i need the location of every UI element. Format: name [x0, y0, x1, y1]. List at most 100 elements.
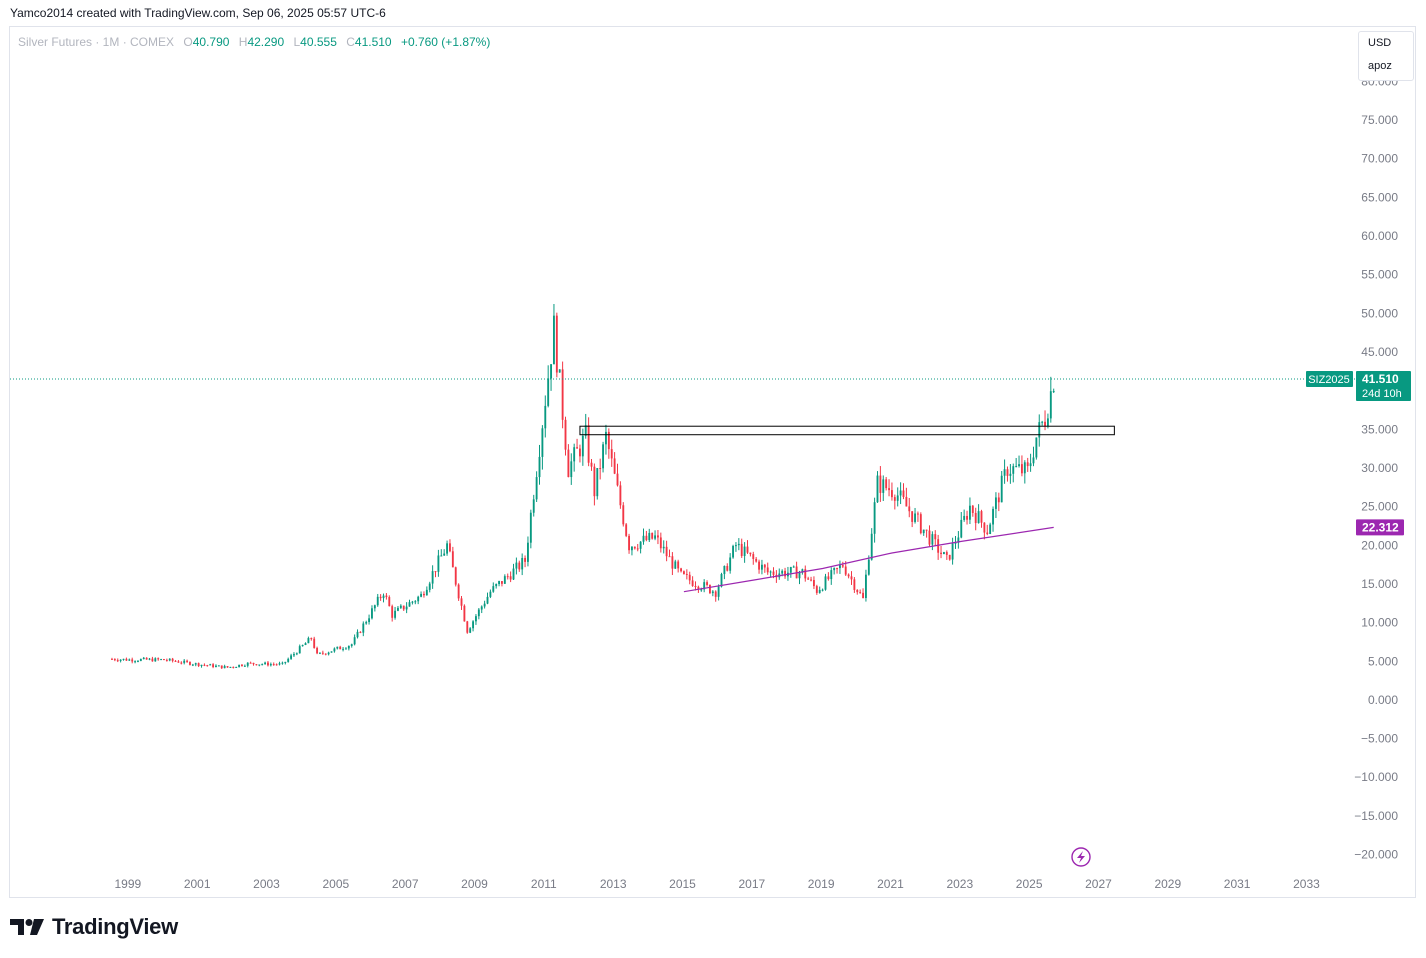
- candle-body: [293, 654, 295, 656]
- candle-body: [209, 664, 212, 666]
- candle-body: [272, 664, 275, 666]
- candle-body: [532, 499, 535, 513]
- candle-body: [818, 589, 821, 593]
- x-tick-label: 2029: [1154, 877, 1181, 891]
- candle-body: [174, 660, 177, 662]
- candle-body: [723, 565, 726, 575]
- candle-body: [937, 539, 940, 553]
- candle-body: [206, 665, 209, 667]
- y-tick-label: 30.000: [1361, 461, 1398, 475]
- y-tick-label: 10.000: [1361, 616, 1398, 630]
- candle-body: [657, 535, 659, 538]
- currency-label[interactable]: USD: [1368, 37, 1392, 49]
- candle-body: [333, 648, 336, 652]
- candle-body: [454, 567, 457, 585]
- candle-body: [1026, 462, 1029, 467]
- candle-body: [183, 660, 186, 663]
- candle-body: [189, 661, 191, 665]
- candle-body: [261, 664, 264, 666]
- candle-body: [319, 652, 321, 654]
- unit-label[interactable]: apoz: [1368, 60, 1392, 72]
- candle-body: [518, 562, 521, 570]
- candle-body: [579, 448, 581, 457]
- candle-body: [359, 631, 362, 633]
- candle-body: [844, 566, 847, 575]
- attribution-text: Yamco2014 created with TradingView.com, …: [10, 6, 386, 20]
- candle-body: [443, 553, 446, 556]
- candle-body: [203, 664, 206, 666]
- candle-body: [466, 621, 469, 633]
- candle-body: [789, 567, 792, 573]
- candle-body: [945, 552, 948, 555]
- candle-body: [281, 662, 284, 664]
- y-tick-label: 35.000: [1361, 422, 1398, 436]
- candle-body: [538, 456, 541, 478]
- currency-unit-box[interactable]: USD apoz: [1358, 31, 1414, 81]
- candle-body: [671, 556, 674, 569]
- candle-body: [561, 369, 564, 420]
- candle-body: [931, 534, 934, 545]
- ticker-tag-text: SIZ2025: [1308, 374, 1350, 386]
- candle-body: [711, 591, 714, 594]
- candle-body: [576, 447, 578, 449]
- candle-body: [368, 618, 371, 623]
- candle-body: [472, 621, 475, 629]
- candle-body: [428, 583, 431, 590]
- candle-body: [440, 555, 443, 557]
- candle-body: [373, 605, 376, 609]
- candle-body: [607, 431, 610, 450]
- candle-body: [1000, 475, 1003, 503]
- candle-body: [180, 662, 183, 664]
- candle-body: [1044, 421, 1046, 427]
- candle-body: [882, 479, 885, 493]
- candle-body: [142, 657, 145, 660]
- price-tag-value: 41.510: [1362, 372, 1399, 386]
- candle-body: [850, 576, 853, 580]
- candle-body: [833, 568, 836, 571]
- candle-body: [870, 533, 873, 560]
- candle-body: [177, 661, 180, 663]
- candle-body: [761, 564, 763, 570]
- chart-frame[interactable]: [9, 26, 1416, 898]
- candle-body: [469, 628, 472, 633]
- candle-body: [449, 543, 451, 552]
- candle-body: [324, 653, 327, 655]
- candle-body: [1006, 469, 1009, 476]
- low-label: L: [293, 35, 301, 49]
- candle-body: [902, 490, 905, 497]
- candle-body: [896, 495, 899, 501]
- x-tick-label: 2003: [253, 877, 280, 891]
- moving-average-line: [683, 526, 1054, 593]
- candle-body: [394, 610, 397, 618]
- x-tick-label: 2013: [600, 877, 627, 891]
- candle-body: [235, 666, 238, 668]
- candle-body: [385, 595, 388, 598]
- candle-body: [628, 535, 630, 551]
- candle-body: [125, 658, 128, 661]
- candle-body: [642, 535, 645, 542]
- candle-body: [986, 532, 989, 535]
- candle-body: [680, 568, 682, 572]
- tradingview-logo-icon: [10, 919, 44, 935]
- candle-body: [503, 576, 506, 584]
- candle-body: [581, 435, 584, 457]
- candle-body: [475, 616, 477, 622]
- candle-body: [191, 664, 194, 666]
- x-tick-label: 2007: [392, 877, 419, 891]
- candle-body: [1003, 469, 1006, 476]
- candle-body: [602, 444, 604, 469]
- candle-body: [709, 584, 711, 594]
- candle-body: [596, 468, 599, 497]
- candle-body: [659, 537, 662, 549]
- lightning-icon[interactable]: [1071, 847, 1091, 867]
- candle-body: [954, 542, 957, 544]
- candle-body: [1023, 462, 1026, 474]
- resistance-zone-rectangle: [579, 425, 1115, 436]
- candle-body: [697, 586, 700, 590]
- y-tick-label: 45.000: [1361, 345, 1398, 359]
- candle-body: [215, 665, 217, 668]
- close-value: 41.510: [354, 35, 392, 49]
- y-tick-label: −20.000: [1354, 848, 1398, 862]
- candle-body: [550, 364, 553, 379]
